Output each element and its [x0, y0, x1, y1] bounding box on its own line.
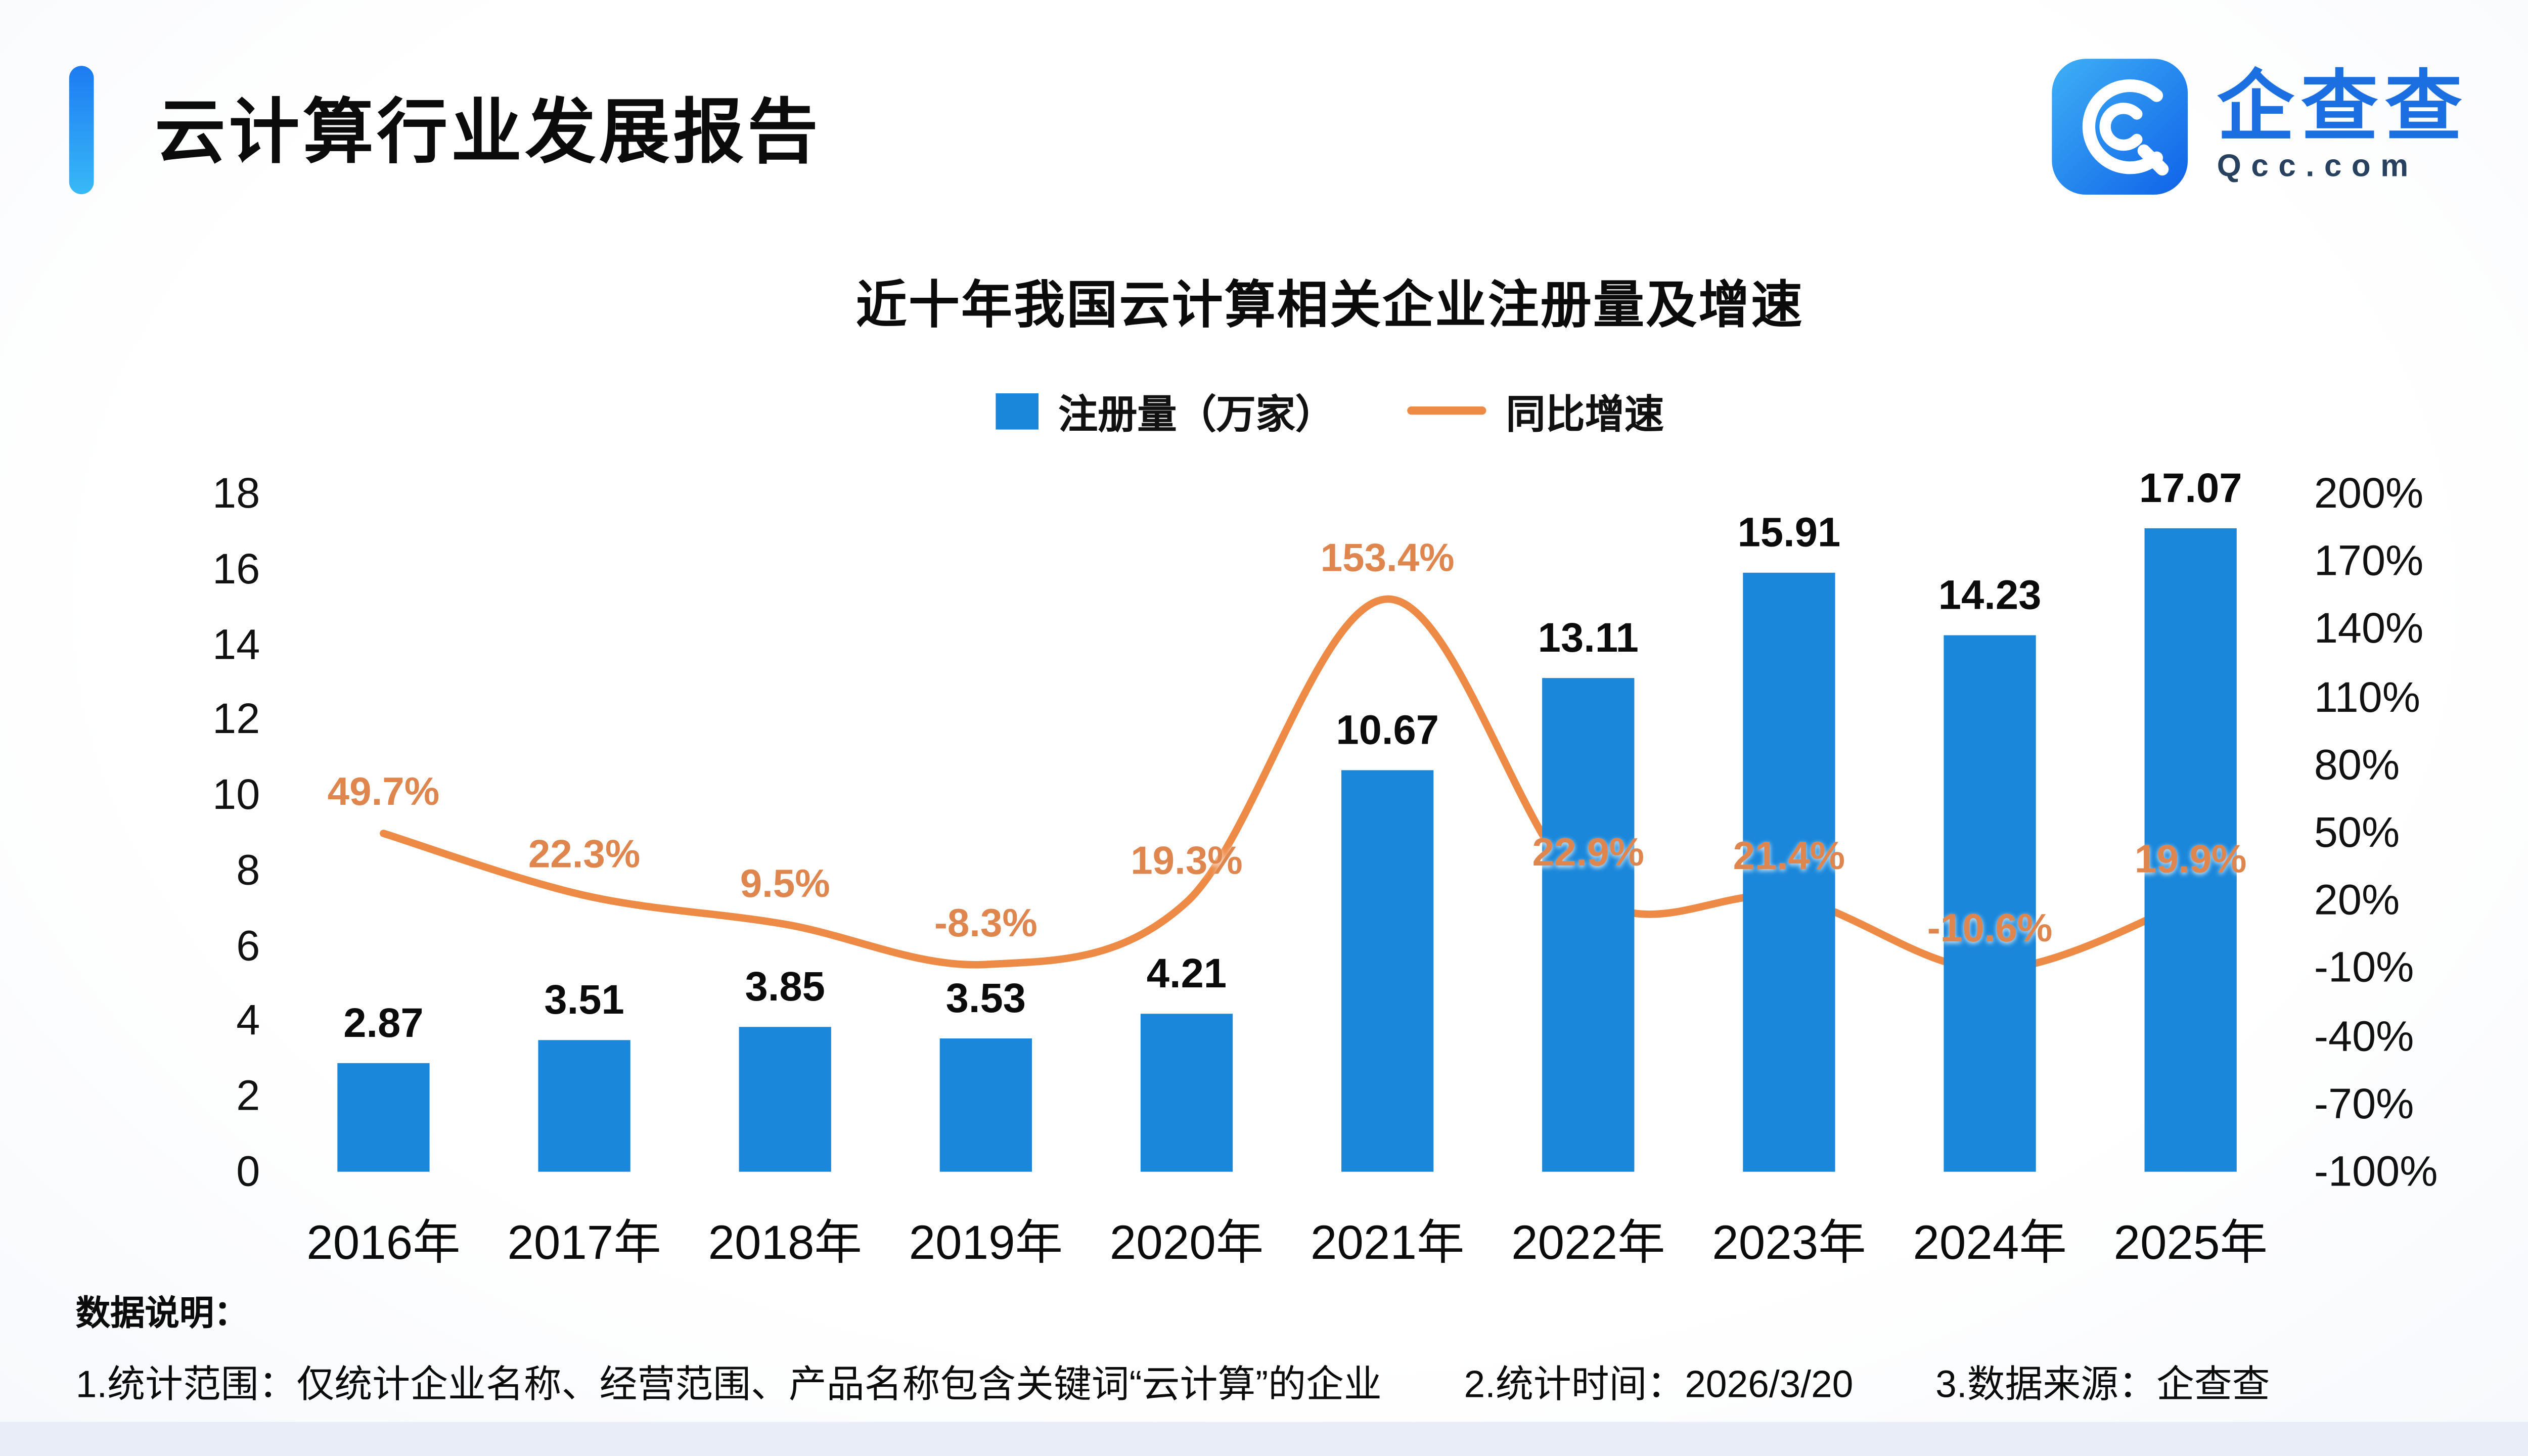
registration-bar: [939, 1038, 1032, 1172]
logo-text-block: 企查查 Qcc.com: [2217, 62, 2469, 187]
footer-note-source: 3.数据来源：企查查: [1935, 1362, 2270, 1405]
right-axis-tick: 170%: [2314, 536, 2424, 585]
x-axis: 2016年 2017年 2018年 2019年 2020年 2021年 2022年 2023年…: [283, 1195, 2291, 1270]
bar-value-label: 13.11: [1538, 615, 1639, 662]
growth-point-label: 49.7%: [327, 770, 440, 815]
left-axis-tick: 0: [236, 1146, 260, 1196]
bar-value-label: 4.21: [1146, 950, 1227, 997]
plot-area: 2.87 3.51 3.85 3.53 4.21 10.67 13.11 15.91 14.23…: [283, 466, 2291, 1172]
bar-value-label: 15.91: [1737, 510, 1841, 556]
qcc-logo: 企查查 Qcc.com: [2049, 56, 2469, 198]
qcc-logo-icon: [2052, 59, 2188, 195]
footer-note-time: 2.统计时间：2026/3/20: [1464, 1362, 1854, 1405]
growth-point-label: 22.3%: [528, 833, 641, 878]
footer-heading: 数据说明：: [75, 1295, 249, 1333]
bar-legend-label: 注册量（万家）: [1058, 393, 1335, 438]
right-axis-tick: 110%: [2314, 671, 2421, 721]
title-accent-bar: [69, 66, 94, 195]
x-axis-label: 2019年: [909, 1217, 1063, 1271]
left-axis: 0 2 4 6 8 10 12 14 16 18: [128, 468, 260, 1196]
growth-point-label: 22.9%: [1532, 831, 1645, 876]
left-axis-tick: 6: [236, 920, 260, 970]
x-axis-label: 2017年: [507, 1217, 661, 1271]
growth-point-label: -10.6%: [1927, 907, 2053, 952]
right-axis-tick: 140%: [2314, 604, 2424, 653]
registration-bar: [1542, 677, 1635, 1172]
logo-domain-text: Qcc.com: [2217, 150, 2418, 186]
left-axis-tick: 18: [212, 468, 260, 518]
x-axis-label: 2025年: [2113, 1217, 2268, 1271]
footer-notes: 1.统计范围：仅统计企业名称、经营范围、产品名称包含关键词“云计算”的企业 2.…: [76, 1353, 2270, 1409]
x-axis-label: 2023年: [1712, 1217, 1866, 1271]
growth-point-label: 19.9%: [2134, 838, 2247, 883]
left-axis-tick: 2: [236, 1071, 260, 1120]
registration-bar: [337, 1063, 430, 1172]
growth-point-label: 9.5%: [740, 861, 830, 906]
registration-bar: [1743, 572, 1835, 1172]
registration-bar: [1140, 1013, 1233, 1172]
right-axis: -100% -70% -40% -10% 20% 50% 80% 110% 140% 170% 20…: [2314, 468, 2495, 1196]
registration-bar: [1944, 635, 2036, 1172]
left-axis-tick: 10: [212, 769, 260, 819]
x-axis-label: 2024年: [1913, 1217, 2067, 1271]
bar-value-label: 2.87: [343, 1001, 424, 1048]
footer-note-scope: 1.统计范围：仅统计企业名称、经营范围、产品名称包含关键词“云计算”的企业: [75, 1362, 1382, 1405]
logo-brand-text: 企查查: [2217, 62, 2469, 149]
line-legend-swatch: [1407, 406, 1486, 415]
registration-bar: [739, 1026, 831, 1172]
growth-point-label: 19.3%: [1131, 839, 1243, 884]
chart-title: 近十年我国云计算相关企业注册量及增速: [855, 276, 1804, 334]
bar-value-label: 17.07: [2139, 466, 2242, 513]
growth-point-label: -8.3%: [934, 902, 1037, 946]
left-axis-tick: 16: [212, 543, 260, 593]
growth-point-label: 21.4%: [1733, 835, 1845, 880]
page-title: 云计算行业发展报告: [154, 94, 822, 173]
right-axis-tick: -70%: [2314, 1078, 2414, 1128]
registration-bar: [1341, 769, 1434, 1172]
left-axis-tick: 4: [236, 995, 260, 1045]
bar-value-label: 10.67: [1336, 707, 1439, 754]
x-axis-label: 2021年: [1310, 1217, 1465, 1271]
bar-value-label: 3.51: [544, 977, 624, 1023]
right-axis-tick: 20%: [2314, 875, 2400, 925]
right-axis-tick: -10%: [2314, 942, 2414, 992]
bar-value-label: 14.23: [1938, 573, 2042, 619]
registration-bar: [2144, 528, 2237, 1172]
registration-bar: [538, 1039, 630, 1172]
growth-point-label: 153.4%: [1320, 536, 1455, 581]
line-legend-label: 同比增速: [1506, 393, 1664, 438]
growth-line: [380, 595, 2195, 974]
left-axis-tick: 14: [212, 619, 260, 668]
left-axis-tick: 12: [212, 694, 260, 744]
right-axis-tick: 50%: [2314, 807, 2400, 857]
x-axis-label: 2018年: [708, 1217, 862, 1271]
left-axis-tick: 8: [236, 845, 260, 894]
x-axis-label: 2016年: [306, 1217, 461, 1271]
right-axis-tick: 200%: [2314, 468, 2424, 518]
bar-value-label: 3.53: [945, 976, 1026, 1023]
chart-legend: 注册量（万家） 同比增速: [66, 382, 2528, 439]
right-axis-tick: -100%: [2314, 1146, 2438, 1196]
x-axis-label: 2020年: [1109, 1217, 1264, 1271]
report-page: 云计算行业发展报告 企查查 Qcc.com 近十年我国云计算相关企业注册量及增速…: [0, 0, 2528, 1422]
bar-legend-swatch: [996, 392, 1039, 429]
bar-value-label: 3.85: [745, 964, 825, 1011]
right-axis-tick: 80%: [2314, 739, 2400, 789]
growth-line-chart: [380, 595, 2195, 974]
right-axis-tick: -40%: [2314, 1011, 2414, 1060]
x-axis-label: 2022年: [1511, 1217, 1665, 1271]
